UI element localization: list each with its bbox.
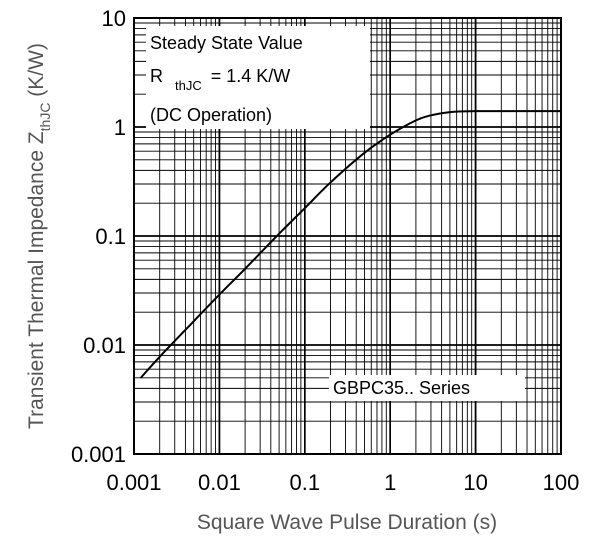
annotation-dc-operation: (DC Operation): [150, 105, 272, 125]
x-tick-label: 10: [463, 470, 487, 495]
x-tick-label: 0.01: [198, 470, 241, 495]
y-axis-title-subscript: thJC: [37, 103, 53, 132]
x-tick-label: 100: [543, 470, 580, 495]
x-tick-label: 1: [384, 470, 396, 495]
x-tick-label: 0.001: [106, 470, 161, 495]
series-layer: [140, 110, 561, 379]
series-line: [140, 110, 561, 379]
plot-frame: [133, 17, 562, 455]
y-axis-title-unit: (K/W): [25, 43, 48, 102]
y-axis-title-main: Transient Thermal Impedance Z: [25, 131, 48, 429]
x-tick-labels: 0.001 0.01 0.1 1 10 100: [106, 470, 579, 495]
y-tick-label: 1: [114, 115, 126, 140]
y-axis-title: Transient Thermal Impedance ZthJC (K/W): [25, 43, 53, 429]
y-tick-labels: 0.001 0.01 0.1 1 10: [71, 6, 126, 467]
series-label-box: [329, 375, 525, 401]
annotation-rthjc-subscript: thJC: [175, 78, 202, 93]
x-axis-title: Square Wave Pulse Duration (s): [197, 511, 497, 534]
y-tick-label: 0.01: [83, 333, 126, 358]
annotation-steady-state: Steady State Value: [150, 33, 303, 53]
steady-state-box: [146, 26, 370, 129]
annotation-series-label: GBPC35.. Series: [333, 378, 470, 398]
y-tick-label: 0.1: [95, 224, 126, 249]
y-tick-label: 10: [102, 6, 126, 31]
annotation-rthjc-value: = 1.4 K/W: [206, 66, 291, 86]
annotation-rthjc-prefix: R: [150, 66, 163, 86]
x-tick-label: 0.1: [290, 470, 321, 495]
y-tick-label: 0.001: [71, 442, 126, 467]
